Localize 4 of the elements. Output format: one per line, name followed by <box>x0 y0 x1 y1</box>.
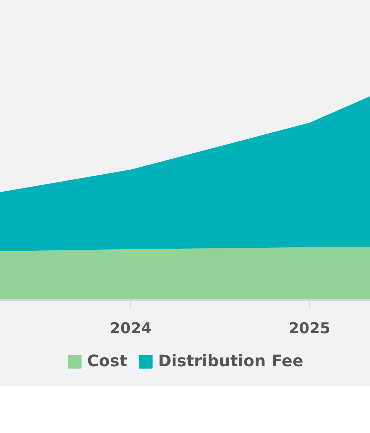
legend-label: Cost <box>87 352 128 370</box>
x-tick-label: 2024 <box>110 320 152 338</box>
x-tick-label: 2025 <box>288 320 331 338</box>
legend-label: Distribution Fee <box>158 352 304 370</box>
